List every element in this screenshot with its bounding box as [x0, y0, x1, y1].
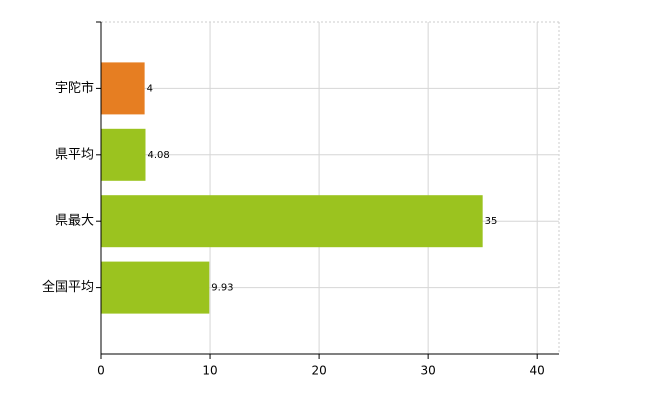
- x-tick-label: 30: [421, 364, 436, 378]
- value-label: 9.93: [211, 283, 233, 294]
- value-label: 35: [485, 216, 498, 227]
- y-tick-label: 県最大: [55, 214, 94, 229]
- x-tick-label: 40: [530, 364, 545, 378]
- x-tick-label: 20: [311, 364, 326, 378]
- value-label: 4.08: [147, 150, 169, 161]
- bar: [101, 261, 210, 314]
- x-tick-label: 10: [202, 364, 217, 378]
- value-label: 4: [147, 83, 153, 94]
- bar: [101, 62, 145, 115]
- y-tick-label: 県平均: [55, 147, 94, 162]
- y-tick-label: 全国平均: [42, 279, 94, 295]
- bar: [101, 128, 146, 181]
- bar: [101, 195, 483, 248]
- x-tick-label: 0: [97, 364, 105, 378]
- y-tick-label: 宇陀市: [55, 80, 94, 96]
